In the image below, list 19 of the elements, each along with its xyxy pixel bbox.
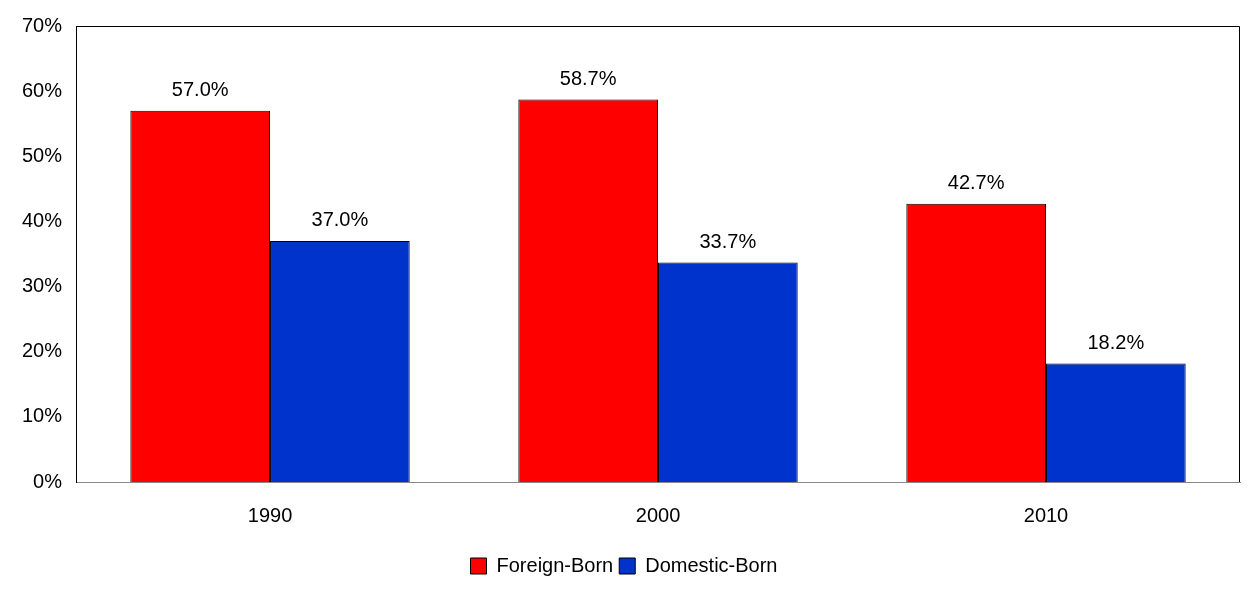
data-label: 37.0% [311, 208, 369, 231]
x-tick-label: 1990 [247, 503, 293, 526]
x-tick-label: 2000 [635, 503, 681, 526]
y-tick-label: 30% [22, 274, 63, 297]
data-label: 58.7% [559, 67, 617, 90]
data-label: 42.7% [947, 171, 1005, 194]
y-tick-label: 0% [33, 469, 63, 492]
data-label: 18.2% [1087, 330, 1145, 353]
y-tick-label: 60% [22, 78, 63, 101]
data-label: 57.0% [171, 78, 229, 101]
y-tick-label: 70% [22, 13, 63, 36]
data-label: 33.7% [699, 229, 757, 252]
legend-label: Domestic-Born [645, 553, 778, 576]
y-tick-label: 50% [22, 143, 63, 166]
y-tick-label: 40% [22, 208, 63, 231]
y-tick-label: 20% [22, 339, 63, 362]
y-tick-label: 10% [22, 404, 63, 427]
legend-label: Foreign-Born [496, 553, 614, 576]
x-tick-label: 2010 [1023, 503, 1069, 526]
